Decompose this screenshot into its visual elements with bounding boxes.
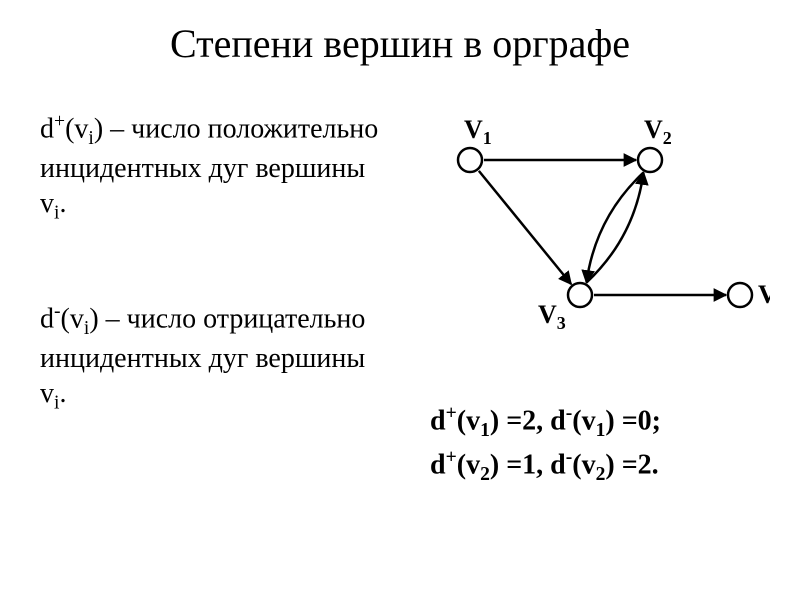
- sym-arg-sub: i: [84, 318, 89, 339]
- tail-dot: .: [59, 188, 66, 219]
- node-v3: [568, 283, 592, 307]
- tail-v: v: [40, 188, 54, 219]
- page-title: Степени вершин в орграфе: [0, 20, 800, 67]
- sym-sup: -: [54, 301, 61, 322]
- node-v2: [638, 148, 662, 172]
- sym-d: d: [40, 113, 54, 144]
- formula-line-2: d+(v2) =1, d-(v2) =2.: [430, 444, 661, 488]
- definition-d-minus: d-(vi) – число отрицательно инцидентных …: [40, 300, 380, 416]
- edge-v1-v3: [479, 171, 571, 284]
- definition-d-plus: d+(vi) – число положительно инцидентных …: [40, 110, 380, 226]
- sym-arg: v: [74, 113, 88, 144]
- node-label-v2: V2: [644, 115, 672, 148]
- degree-formulas: d+(v1) =2, d-(v1) =0; d+(v2) =1, d-(v2) …: [430, 400, 661, 489]
- node-label-v4: V4: [758, 280, 770, 313]
- sym-sup: +: [54, 111, 65, 132]
- node-label-v3: V3: [538, 300, 566, 333]
- sym-d: d: [40, 303, 54, 334]
- tail-v: v: [40, 378, 54, 409]
- edge-v3-v2: [586, 172, 643, 282]
- sym-arg: v: [70, 303, 84, 334]
- edge-v2-v3: [586, 172, 643, 282]
- tail-dot: .: [59, 378, 66, 409]
- sym-arg-sub: i: [88, 128, 93, 149]
- node-label-v1: V1: [464, 115, 492, 148]
- node-v4: [728, 283, 752, 307]
- formula-line-1: d+(v1) =2, d-(v1) =0;: [430, 400, 661, 444]
- digraph-figure: V1 V2 V3 V4: [410, 100, 770, 360]
- node-v1: [458, 148, 482, 172]
